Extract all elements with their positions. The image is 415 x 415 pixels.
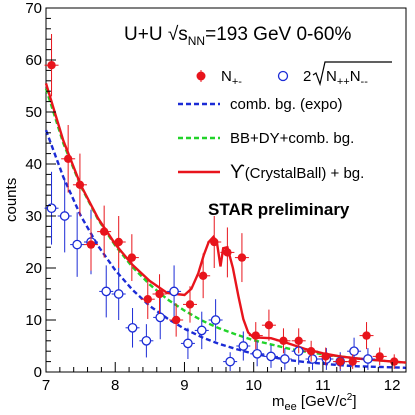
like-point [127, 322, 138, 333]
like-point [266, 351, 276, 362]
unlike-point [114, 237, 123, 247]
x-tick-label: 9 [180, 377, 188, 394]
like-point [279, 354, 290, 364]
unlike-point [279, 336, 288, 345]
legend-label-unlike: N+- [221, 68, 242, 88]
like-point [307, 354, 318, 364]
like-point [252, 348, 263, 359]
like-point [238, 341, 249, 351]
y-tick-label: 30 [25, 208, 42, 225]
like-point [169, 286, 179, 297]
unlike-point [210, 237, 219, 247]
like-point [113, 289, 124, 299]
legend-marker-like [277, 70, 289, 82]
unlike-point [171, 315, 181, 325]
unlike-point [336, 357, 345, 366]
like-point [196, 325, 207, 336]
x-tick-label: 12 [384, 377, 401, 394]
unlike-point [390, 357, 399, 366]
unlike-point [321, 352, 330, 361]
unlike-point [264, 321, 274, 330]
like-point [141, 335, 152, 346]
legend-label-comb: comb. bg. (expo) [230, 96, 343, 113]
unlike-point [155, 289, 164, 299]
unlike-point [127, 253, 137, 262]
unlike-point [223, 248, 232, 257]
like-point [101, 286, 112, 297]
unlike-point [251, 331, 260, 340]
star-preliminary-label: STAR preliminary [208, 200, 350, 219]
unlike-point [198, 271, 208, 280]
unlike-point [306, 347, 316, 356]
legend-label-upsilon: ϒ(CrystalBall) + bg. [230, 162, 364, 183]
unlike-point [63, 154, 73, 163]
unlike-point [348, 357, 357, 366]
y-tick-label: 70 [25, 0, 42, 17]
legend: N+- 2 N++N-- comb. bg. (expo) BB+DY+comb… [178, 61, 392, 183]
y-tick-label: 20 [25, 260, 42, 277]
unlike-sign-points [44, 34, 402, 369]
unlike-point [375, 352, 384, 361]
unlike-point [185, 300, 195, 309]
legend-label-like-root: N++N-- [326, 68, 368, 88]
unlike-point [294, 336, 303, 345]
unlike-point [362, 331, 371, 340]
y-tick-label: 60 [25, 52, 42, 69]
like-point [363, 354, 373, 364]
unlike-point [86, 240, 96, 249]
like-point [72, 239, 83, 250]
chart-title: U+U √sNN=193 GeV 0-60% [124, 24, 351, 48]
x-tick-label: 8 [111, 377, 119, 394]
x-axis-label: mee [GeV/c2] [272, 392, 357, 413]
like-point [349, 346, 359, 357]
y-axis-label: counts [3, 178, 20, 222]
comb-curve [44, 129, 407, 369]
unlike-point [237, 253, 247, 262]
upsilon-curve [44, 83, 407, 364]
y-tick-label: 40 [25, 156, 42, 173]
like-point [59, 211, 70, 221]
legend-label-bbdy: BB+DY+comb. bg. [230, 130, 354, 147]
unlike-point [75, 180, 85, 189]
x-tick-label: 11 [315, 377, 331, 394]
like-point [225, 356, 236, 367]
sqrt-sign-icon [312, 61, 392, 87]
y-tick-label: 0 [34, 364, 42, 381]
like-point [210, 315, 221, 325]
x-tick-label: 7 [42, 377, 50, 394]
like-point [155, 312, 166, 323]
x-tick-label: 10 [245, 377, 262, 394]
legend-label-like: 2 [303, 68, 311, 85]
unlike-point [47, 60, 56, 70]
y-tick-label: 10 [25, 312, 42, 329]
axis-ticks: 0 10 20 30 40 50 60 70 7 8 9 10 11 12 [25, 0, 407, 394]
unlike-point [143, 295, 152, 304]
unlike-point [99, 227, 109, 236]
like-point [183, 338, 193, 349]
y-tick-label: 50 [25, 104, 42, 121]
like-sign-points [44, 171, 375, 371]
